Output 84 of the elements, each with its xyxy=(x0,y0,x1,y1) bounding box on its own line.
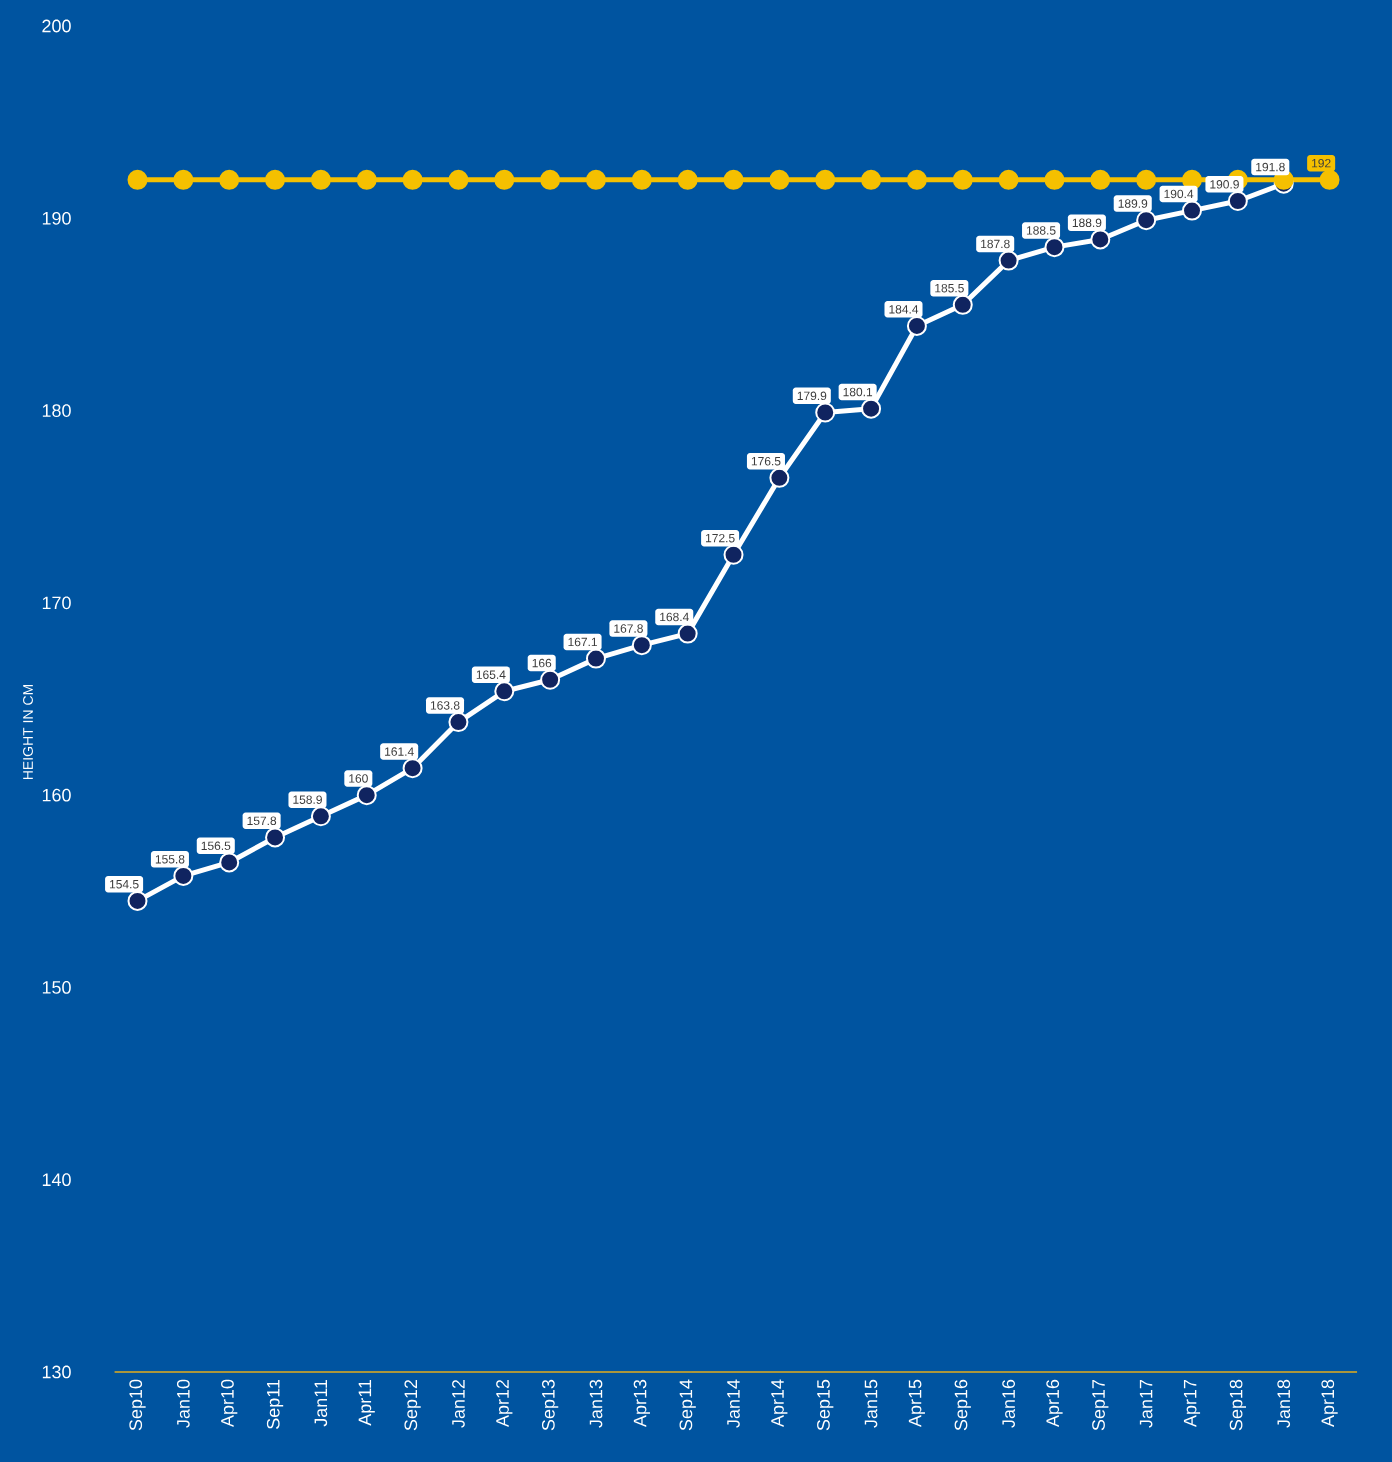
point xyxy=(585,648,606,669)
point xyxy=(173,865,194,886)
point xyxy=(815,169,836,190)
point xyxy=(861,398,882,419)
point xyxy=(585,169,606,190)
point xyxy=(356,785,377,806)
point xyxy=(998,250,1019,271)
point xyxy=(265,827,286,848)
y-tick-label: 130 xyxy=(42,1365,71,1379)
x-tick-label: Sep17 xyxy=(1092,1379,1109,1431)
x-tick-label: Jan17 xyxy=(1139,1379,1153,1428)
point xyxy=(265,169,286,190)
point xyxy=(723,169,744,190)
point xyxy=(723,544,744,565)
x-tick-label: Jan15 xyxy=(864,1379,878,1428)
point xyxy=(219,169,240,190)
point xyxy=(402,758,423,779)
point xyxy=(310,169,331,190)
x-tick-label: Jan16 xyxy=(1002,1379,1015,1428)
point xyxy=(769,169,790,190)
point xyxy=(127,890,148,911)
x-tick-label: Jan18 xyxy=(1277,1379,1291,1428)
x-tick-label: Apr12 xyxy=(496,1379,513,1428)
point xyxy=(906,315,927,336)
point xyxy=(310,806,331,827)
x-tick-label: Apr14 xyxy=(771,1379,788,1428)
point xyxy=(952,169,973,190)
point xyxy=(906,169,927,190)
point xyxy=(952,294,973,315)
x-tick-label: Sep13 xyxy=(541,1379,559,1431)
point xyxy=(402,169,423,190)
y-tick-label: 140 xyxy=(42,1173,71,1187)
point xyxy=(219,852,240,873)
point xyxy=(1044,237,1065,258)
x-tick-label: Apr15 xyxy=(908,1379,925,1428)
point xyxy=(677,169,698,190)
point xyxy=(1136,210,1157,231)
x-tick-label: Sep12 xyxy=(404,1379,421,1431)
x-tick-label: Sep18 xyxy=(1229,1379,1246,1431)
point xyxy=(356,169,377,190)
point xyxy=(494,681,515,702)
point xyxy=(1044,169,1065,190)
y-tick-label: 150 xyxy=(42,981,71,994)
point xyxy=(631,169,652,190)
point xyxy=(998,169,1019,190)
x-tick-label: Apr16 xyxy=(1046,1379,1063,1428)
x-tick-label: Jan10 xyxy=(176,1379,190,1428)
x-tick-label: Apr11 xyxy=(358,1379,375,1426)
x-tick-label: Sep15 xyxy=(817,1379,834,1431)
x-tick-label: Apr13 xyxy=(633,1379,650,1428)
point xyxy=(1319,169,1340,190)
point xyxy=(861,169,882,190)
point xyxy=(540,169,561,190)
point xyxy=(1090,229,1111,250)
point xyxy=(494,169,515,190)
y-tick-label: 170 xyxy=(42,596,71,610)
y-tick-label: 190 xyxy=(42,211,71,225)
x-tick-label: Jan11 xyxy=(314,1379,328,1427)
y-tick-label: 180 xyxy=(42,404,71,417)
y-tick-label: 200 xyxy=(42,19,71,33)
point xyxy=(1090,169,1111,190)
x-tick-label: Apr17 xyxy=(1183,1379,1201,1428)
x-tick-label: Sep14 xyxy=(679,1379,696,1431)
point xyxy=(448,169,469,190)
x-tick-label: Apr18 xyxy=(1321,1379,1338,1428)
x-tick-label: Sep16 xyxy=(954,1379,971,1431)
x-tick-label: Sep10 xyxy=(129,1379,146,1431)
x-tick-label: Apr10 xyxy=(221,1379,238,1428)
point xyxy=(540,669,561,690)
point xyxy=(677,623,698,644)
x-tick-label: Jan12 xyxy=(452,1379,465,1428)
point xyxy=(631,635,652,656)
y-tick-label: 160 xyxy=(42,788,71,802)
point xyxy=(448,712,469,733)
point xyxy=(769,467,790,488)
point xyxy=(1182,200,1203,221)
x-tick-label: Jan13 xyxy=(589,1379,603,1428)
x-tick-label: Jan14 xyxy=(727,1379,740,1428)
point xyxy=(127,169,148,190)
point xyxy=(173,169,194,190)
point xyxy=(815,402,836,423)
x-tick-label: Sep11 xyxy=(266,1379,284,1429)
point xyxy=(1227,190,1248,211)
point xyxy=(1136,169,1157,190)
